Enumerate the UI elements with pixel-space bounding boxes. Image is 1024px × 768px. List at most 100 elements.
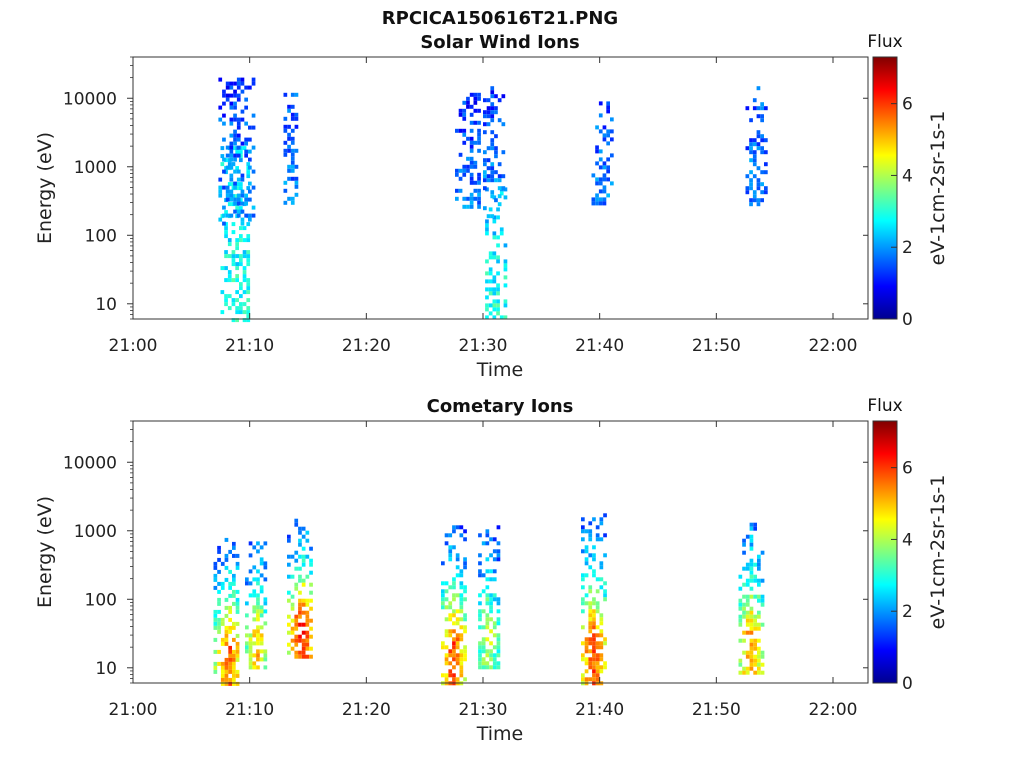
heatmap-cell [494,150,498,155]
heatmap-cell [232,573,236,578]
heatmap-cell [602,161,607,166]
heatmap-cell [252,589,257,594]
heatmap-cell [595,525,600,530]
heatmap-cell [229,81,234,86]
heatmap-cell [294,642,299,647]
heatmap-cell [462,132,467,137]
heatmap-cell [244,97,248,102]
heatmap-cell [749,170,753,175]
heatmap-cell [444,657,449,662]
heatmap-cell [485,597,490,602]
heatmap-cell [749,574,754,579]
heatmap-cell [581,585,585,590]
heatmap-cell [235,565,240,570]
heatmap-cell [225,81,230,86]
heatmap-cell [235,186,239,191]
heatmap-cell [246,282,251,287]
heatmap-cell [760,622,765,627]
heatmap-cell [588,625,593,630]
heatmap-cell [263,561,268,566]
heatmap-cell [233,137,237,142]
heatmap-cell [494,110,498,115]
heatmap-cell [756,178,761,183]
heatmap-cell [228,645,232,650]
heatmap-cell [232,541,236,546]
y-tick-label: 100 [85,226,117,246]
heatmap-cell [236,97,241,102]
heatmap-cell [309,654,313,659]
heatmap-cell [598,165,603,170]
heatmap-cell [492,597,497,602]
heatmap-cell [229,121,234,126]
heatmap-cell [239,182,243,187]
heatmap-cell [217,649,221,654]
heatmap-cell [749,182,753,187]
heatmap-cell [592,553,596,558]
heatmap-cell [485,661,490,666]
heatmap-cell [441,601,445,606]
heatmap-cell [246,278,251,283]
heatmap-cell [235,274,239,279]
heatmap-cell [448,633,453,638]
colorbar-ticks: 0 2 4 6 [891,95,913,330]
heatmap-cell [496,525,501,530]
heatmap-cell [738,618,743,623]
colorbar-ticks: 0 2 4 6 [891,459,913,694]
heatmap-cell [760,594,765,599]
heatmap-cell [232,581,236,586]
heatmap-cell [599,665,604,670]
heatmap-cell [231,162,236,167]
heatmap-cell [595,201,599,206]
heatmap-cell [459,605,464,610]
heatmap-cell [452,657,456,662]
heatmap-cell [444,633,449,638]
heatmap-cell [602,201,607,206]
heatmap-cell [251,169,256,174]
heatmap-cell [287,108,291,113]
heatmap-cell [503,187,508,192]
heatmap-cell [473,164,478,169]
heatmap-cell [225,97,230,102]
heatmap-cell [213,573,218,578]
heatmap-cell [246,250,251,255]
heatmap-cell [757,626,761,631]
heatmap-cell [742,650,746,655]
heatmap-cell [229,165,234,170]
heatmap-cell [477,120,481,125]
heatmap-cell [245,649,249,654]
heatmap-cell [483,158,487,163]
heatmap-cell [240,109,245,114]
heatmap-cell [742,602,746,607]
heatmap-cell [760,170,764,175]
heatmap-cell [294,116,299,121]
heatmap-cell [599,645,604,650]
heatmap-cell [224,158,228,163]
heatmap-cell [742,614,746,619]
heatmap-cell [459,673,464,678]
heatmap-cell [603,637,607,642]
colorbar [872,56,898,320]
heatmap-cell [452,597,456,602]
heatmap-cell [592,621,596,626]
heatmap-cell [492,275,497,280]
heatmap-cell [242,226,247,231]
heatmap-cell [224,278,228,283]
heatmap-cell [239,258,243,263]
heatmap-cell [753,626,757,631]
heatmap-cell [236,121,241,126]
heatmap-cell [760,598,765,603]
heatmap-cell [738,574,743,579]
heatmap-cell [220,665,225,670]
heatmap-cell [483,170,487,175]
heatmap-cell [228,669,232,674]
heatmap-cell [235,653,240,658]
heatmap-cell [503,299,508,304]
heatmap-cell [444,629,449,634]
heatmap-cell [458,176,463,181]
heatmap-cell [602,197,607,202]
heatmap-cell [240,141,245,146]
heatmap-cell [753,638,757,643]
heatmap-cell [481,609,486,614]
heatmap-cell [222,157,226,162]
heatmap-cell [259,605,264,610]
